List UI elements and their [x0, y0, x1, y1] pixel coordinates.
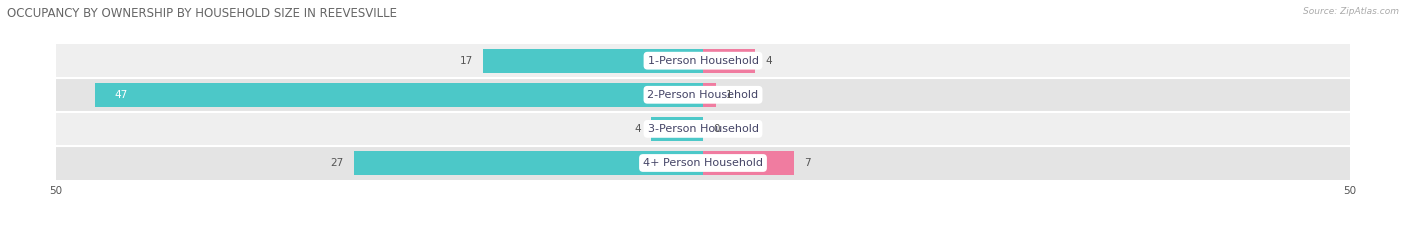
Bar [703, 49, 755, 73]
Text: Source: ZipAtlas.com: Source: ZipAtlas.com [1303, 7, 1399, 16]
Bar [651, 117, 703, 141]
Text: 1-Person Household: 1-Person Household [648, 56, 758, 66]
Bar [484, 49, 703, 73]
Text: 0: 0 [713, 124, 720, 134]
Bar [703, 83, 716, 107]
Bar [354, 151, 703, 175]
Bar [56, 112, 1350, 146]
Text: 4: 4 [634, 124, 641, 134]
Text: 47: 47 [114, 90, 128, 100]
Text: 1: 1 [727, 90, 733, 100]
Text: 2-Person Household: 2-Person Household [647, 90, 759, 100]
Bar [96, 83, 703, 107]
Bar [56, 146, 1350, 180]
Text: 3-Person Household: 3-Person Household [648, 124, 758, 134]
Text: 4+ Person Household: 4+ Person Household [643, 158, 763, 168]
Text: 4: 4 [765, 56, 772, 66]
Text: 7: 7 [804, 158, 810, 168]
Bar [56, 78, 1350, 112]
Text: OCCUPANCY BY OWNERSHIP BY HOUSEHOLD SIZE IN REEVESVILLE: OCCUPANCY BY OWNERSHIP BY HOUSEHOLD SIZE… [7, 7, 396, 20]
Bar [703, 151, 793, 175]
Text: 27: 27 [330, 158, 343, 168]
Text: 17: 17 [460, 56, 472, 66]
Bar [56, 44, 1350, 78]
